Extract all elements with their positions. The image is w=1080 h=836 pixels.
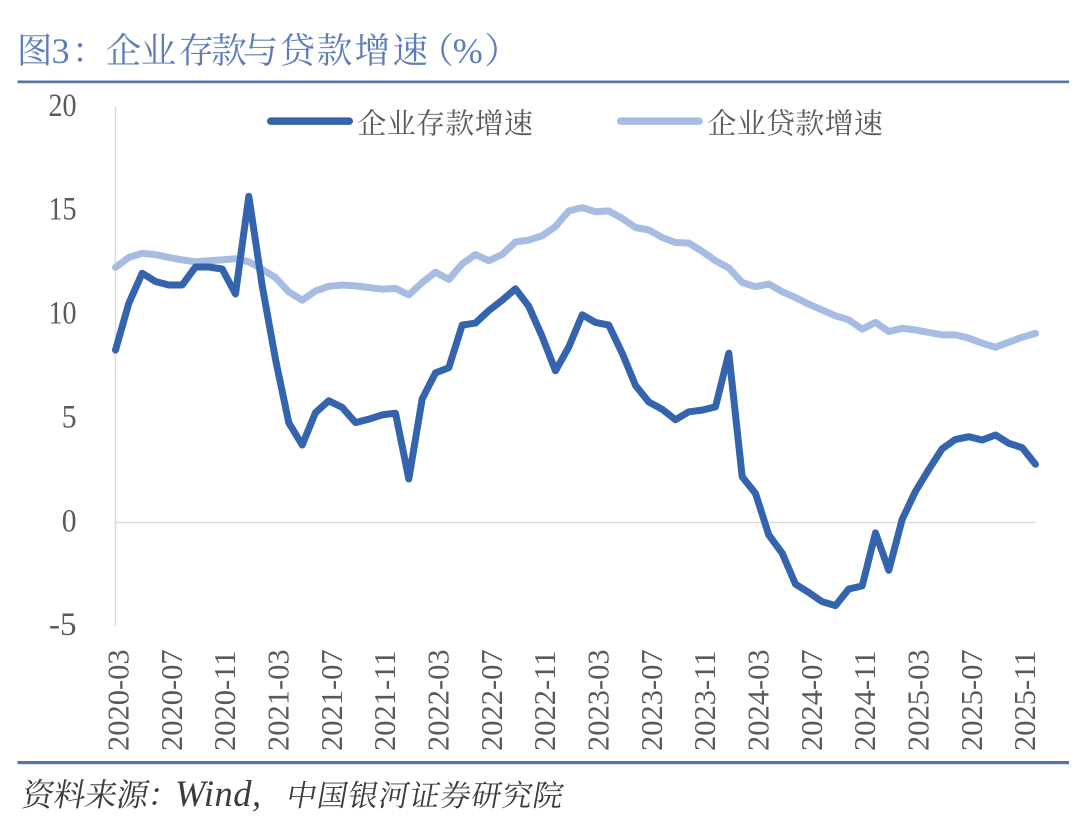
svg-text:2021-11: 2021-11 [368, 650, 402, 751]
svg-text:2022-11: 2022-11 [528, 650, 562, 751]
svg-text:2025-07: 2025-07 [955, 649, 989, 751]
svg-text:2020-03: 2020-03 [102, 649, 136, 751]
svg-text:2023-11: 2023-11 [688, 650, 722, 751]
svg-text:-5: -5 [49, 607, 77, 643]
svg-text:20: 20 [49, 88, 77, 124]
svg-text:2023-07: 2023-07 [635, 649, 669, 751]
svg-text:0: 0 [62, 503, 77, 539]
svg-text:3: 3 [52, 31, 70, 71]
svg-text:2021-07: 2021-07 [315, 649, 349, 751]
svg-text:2020-11: 2020-11 [208, 650, 242, 751]
svg-text:10: 10 [49, 296, 77, 332]
svg-text:2024-11: 2024-11 [848, 650, 882, 751]
svg-text:15: 15 [49, 192, 77, 228]
svg-text:2024-07: 2024-07 [795, 649, 829, 751]
svg-text:2020-07: 2020-07 [155, 649, 189, 751]
svg-text:2024-03: 2024-03 [742, 649, 776, 751]
svg-text:5: 5 [62, 399, 77, 435]
svg-text:%: % [453, 31, 483, 71]
svg-text:2022-03: 2022-03 [422, 649, 456, 751]
svg-text:2023-03: 2023-03 [582, 649, 616, 751]
svg-text:2021-03: 2021-03 [262, 649, 296, 751]
svg-text:2022-07: 2022-07 [475, 649, 509, 751]
svg-text:2025-11: 2025-11 [1008, 650, 1042, 751]
svg-text:2025-03: 2025-03 [902, 649, 936, 751]
svg-text:Wind,: Wind, [175, 773, 262, 814]
